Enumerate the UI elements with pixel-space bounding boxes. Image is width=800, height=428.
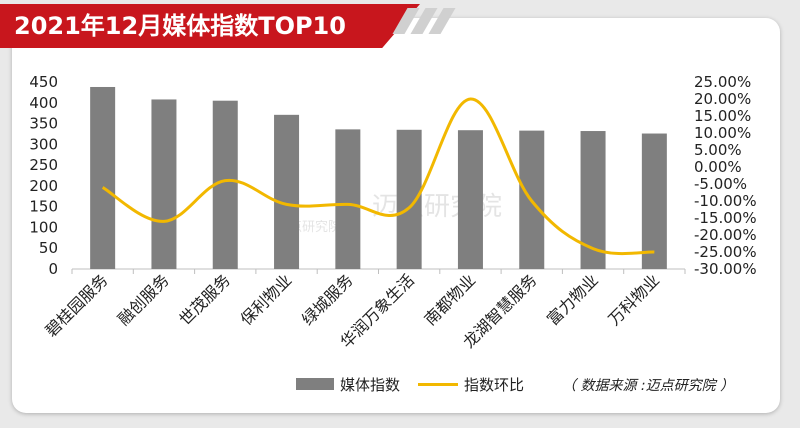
right-axis-tick-label: -5.00% (694, 175, 747, 193)
left-axis-tick-label: 150 (29, 198, 58, 216)
right-axis-tick-label: -10.00% (694, 192, 757, 210)
bar (274, 114, 300, 269)
left-axis-tick-label: 450 (29, 73, 58, 91)
legend-line-label: 指数环比 (464, 375, 525, 394)
bar (641, 133, 667, 269)
bar (457, 130, 483, 269)
source-note: （ 数据来源 :迈点研究院 ） (562, 378, 735, 394)
left-axis-tick-label: 350 (29, 115, 58, 133)
category-label: 绿城服务 (298, 270, 357, 329)
bar (335, 129, 361, 269)
left-axis-tick-label: 100 (29, 218, 58, 236)
page-title: 2021年12月媒体指数TOP10 (14, 12, 346, 40)
bar (151, 99, 177, 269)
category-label: 南都物业 (421, 270, 480, 329)
right-axis-tick-label: 20.00% (694, 90, 751, 108)
left-axis-tick-label: 200 (29, 177, 58, 195)
right-axis-tick-label: 15.00% (694, 107, 751, 125)
category-label: 富力物业 (543, 270, 602, 329)
category-label: 万科物业 (604, 270, 663, 329)
right-axis-tick-label: -30.00% (694, 260, 757, 278)
left-axis-tick-label: 400 (29, 94, 58, 112)
right-axis-tick-label: -25.00% (694, 243, 757, 261)
legend-bar-label: 媒体指数 (340, 375, 401, 394)
category-label: 融创服务 (114, 270, 173, 329)
right-axis-tick-label: 5.00% (694, 141, 742, 159)
ratio-line (101, 97, 655, 256)
bar (90, 86, 116, 269)
left-axis-tick-label: 300 (29, 135, 58, 153)
title-banner (0, 4, 420, 48)
right-axis-tick-label: 25.00% (694, 73, 751, 91)
legend: 媒体指数 指数环比 (296, 375, 525, 394)
left-axis-tick-label: 250 (29, 156, 58, 174)
left-axis-tick-label: 50 (39, 239, 58, 257)
legend-line-swatch (418, 382, 459, 386)
legend-bar-swatch (296, 378, 334, 390)
right-axis-tick-label: 0.00% (694, 158, 742, 176)
category-label: 世茂服务 (175, 270, 234, 329)
category-label: 保利物业 (237, 270, 296, 329)
left-axis-tick-label: 0 (48, 260, 58, 278)
right-axis-tick-label: 10.00% (694, 124, 751, 142)
right-axis-tick-label: -20.00% (694, 226, 757, 244)
category-label: 碧桂园服务 (41, 270, 111, 340)
right-axis-tick-label: -15.00% (694, 209, 757, 227)
